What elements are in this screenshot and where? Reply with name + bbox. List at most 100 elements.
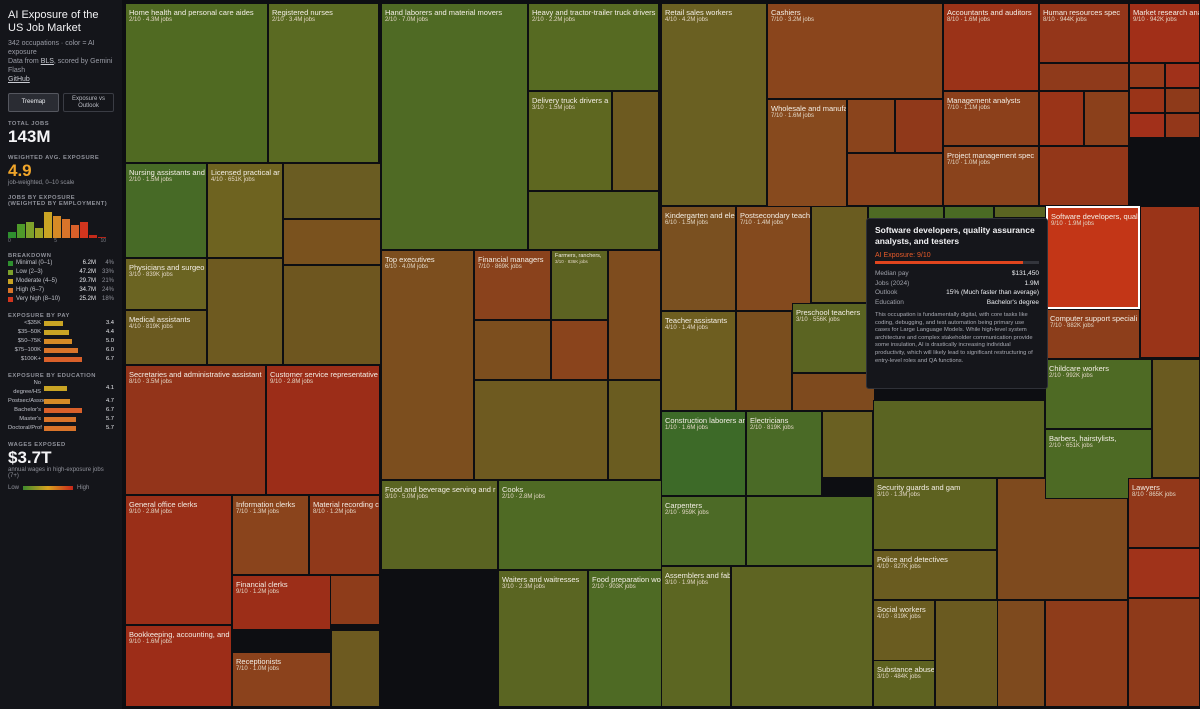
- occupation-cell[interactable]: Cooks 2/10 · 2.8M jobs: [498, 480, 662, 570]
- occupation-cell[interactable]: Farmers, ranchers, 3/10 · 836K jobs: [551, 250, 608, 320]
- treemap-cell[interactable]: [822, 411, 873, 478]
- treemap-cell[interactable]: [331, 630, 380, 707]
- treemap-cell[interactable]: [1140, 206, 1200, 358]
- occupation-cell[interactable]: Delivery truck drivers a 3/10 · 1.5M jobs: [528, 91, 612, 191]
- occupation-cell[interactable]: Hand laborers and material movers 2/10 · …: [381, 3, 528, 250]
- treemap-cell[interactable]: [283, 219, 381, 265]
- occupation-cell[interactable]: Cashiers 7/10 · 3.2M jobs: [767, 3, 943, 99]
- treemap-cell[interactable]: [847, 99, 895, 153]
- occupation-cell[interactable]: Food preparation wo 2/10 · 903K jobs: [588, 570, 662, 707]
- occupation-cell[interactable]: Nursing assistants and 2/10 · 1.5M jobs: [125, 163, 207, 258]
- occupation-cell[interactable]: Secretaries and administrative assistant…: [125, 365, 266, 495]
- treemap-cell[interactable]: [283, 265, 381, 365]
- occupation-cell[interactable]: Financial managers 7/10 · 869K jobs: [474, 250, 551, 320]
- treemap-cell[interactable]: [873, 400, 1045, 478]
- occupation-cell[interactable]: Licensed practical ar 4/10 · 651K jobs: [207, 163, 283, 258]
- occupation-cell[interactable]: Material recording c 8/10 · 1.2M jobs: [309, 495, 380, 575]
- occupation-cell[interactable]: Preschool teachers 3/10 · 556K jobs: [792, 303, 875, 373]
- occupation-cell[interactable]: Electricians 2/10 · 819K jobs: [746, 411, 822, 496]
- occupation-cell[interactable]: Registered nurses 2/10 · 3.4M jobs: [268, 3, 379, 163]
- occupation-cell[interactable]: Teacher assistants 4/10 · 1.4M jobs: [661, 311, 736, 411]
- occupation-cell[interactable]: Childcare workers 2/10 · 992K jobs: [1045, 359, 1152, 429]
- occupation-cell[interactable]: Carpenters 2/10 · 959K jobs: [661, 496, 746, 566]
- occupation-cell[interactable]: Receptionists 7/10 · 1.0M jobs: [232, 652, 331, 707]
- treemap-cell[interactable]: [1129, 88, 1165, 113]
- occupation-cell[interactable]: Construction laborers an 1/10 · 1.6M jobs: [661, 411, 746, 496]
- occupation-meta: 6/10 · 1.5M jobs: [665, 220, 709, 226]
- treemap-cell[interactable]: [1128, 548, 1200, 598]
- treemap-view-button[interactable]: Treemap: [8, 93, 59, 112]
- github-link[interactable]: GitHub: [8, 76, 30, 83]
- occupation-cell[interactable]: Home health and personal care aides 2/10 …: [125, 3, 268, 163]
- treemap-cell[interactable]: [1039, 63, 1129, 91]
- treemap-cell[interactable]: [1165, 88, 1200, 113]
- occupation-cell[interactable]: Kindergarten and ele 6/10 · 1.5M jobs: [661, 206, 736, 311]
- occupation-cell[interactable]: Project management spec 7/10 · 1.0M jobs: [943, 146, 1039, 206]
- occupation-cell[interactable]: Substance abuse, be3/10 · 484K jobs: [873, 660, 935, 707]
- treemap-cell[interactable]: [997, 600, 1045, 707]
- treemap-cell[interactable]: [1084, 91, 1129, 146]
- occupation-cell[interactable]: Top executives 6/10 · 4.0M jobs: [381, 250, 474, 480]
- treemap-cell[interactable]: [811, 206, 868, 303]
- occupation-cell[interactable]: Assemblers and fab 3/10 · 1.9M jobs: [661, 566, 731, 707]
- occupation-cell[interactable]: Police and detectives 4/10 · 827K jobs: [873, 550, 997, 600]
- occupation-name: Hand laborers and material movers: [385, 8, 503, 17]
- occupation-meta: 3/10 · 1.9M jobs: [665, 580, 709, 586]
- occupation-cell[interactable]: General office clerks 9/10 · 2.8M jobs: [125, 495, 232, 625]
- treemap-cell[interactable]: [474, 380, 608, 480]
- treemap-cell[interactable]: [283, 163, 381, 219]
- scatter-view-button[interactable]: Exposure vs Outlook: [63, 93, 114, 112]
- occupation-meta: 2/10 · 903K jobs: [592, 584, 636, 590]
- occupation-cell[interactable]: Physicians and surgeo 3/10 · 839K jobs: [125, 258, 207, 310]
- histogram-bar: [35, 227, 43, 238]
- occupation-cell[interactable]: Bookkeeping, accounting, and 9/10 · 1.6M …: [125, 625, 232, 707]
- occupation-cell[interactable]: Management analysts 7/10 · 1.1M jobs: [943, 91, 1039, 146]
- treemap-cell[interactable]: [551, 320, 608, 380]
- treemap-cell[interactable]: [1152, 359, 1200, 478]
- treemap-cell[interactable]: [736, 311, 792, 411]
- treemap-cell[interactable]: [528, 191, 659, 250]
- occupation-name: Teacher assistants: [665, 316, 728, 325]
- occupation-name: Waiters and waitresses: [502, 575, 580, 584]
- occupation-cell[interactable]: Market research analy 9/10 · 942K jobs: [1129, 3, 1200, 63]
- treemap-cell[interactable]: [474, 320, 551, 380]
- occupation-cell[interactable]: Waiters and waitresses 3/10 · 2.3M jobs: [498, 570, 588, 707]
- occupation-cell[interactable]: Financial clerks 9/10 · 1.2M jobs: [232, 575, 331, 630]
- treemap-cell[interactable]: [1039, 146, 1129, 206]
- occupation-cell[interactable]: Wholesale and manufa 7/10 · 1.6M jobs: [767, 99, 847, 207]
- occupation-cell[interactable]: Customer service representative 9/10 · 2.…: [266, 365, 380, 495]
- treemap-cell[interactable]: [1045, 600, 1128, 707]
- treemap-cell[interactable]: [792, 373, 875, 411]
- occupation-cell[interactable]: Computer support speciali 7/10 · 882K job…: [1046, 309, 1140, 359]
- occupation-cell[interactable]: Information clerks 7/10 · 1.3M jobs: [232, 495, 309, 575]
- treemap-cell[interactable]: [1129, 113, 1165, 138]
- occupation-cell[interactable]: Postsecondary teach 7/10 · 1.4M jobs: [736, 206, 811, 311]
- occupation-cell[interactable]: Security guards and gam 3/10 · 1.3M jobs: [873, 478, 997, 550]
- treemap-cell[interactable]: [1128, 598, 1200, 707]
- treemap-cell[interactable]: [1165, 113, 1200, 138]
- occupation-cell[interactable]: Human resources spec 8/10 · 944K jobs: [1039, 3, 1129, 63]
- treemap-cell[interactable]: [1165, 63, 1200, 88]
- occupation-meta: 3/10 · 839K jobs: [129, 272, 173, 278]
- occupation-cell[interactable]: Heavy and tractor-trailer truck drivers 2…: [528, 3, 659, 91]
- treemap-cell[interactable]: [1129, 63, 1165, 88]
- treemap-cell[interactable]: [608, 250, 661, 380]
- histogram-bar: [89, 234, 97, 238]
- occupation-cell[interactable]: Accountants and auditors 8/10 · 1.6M jobs: [943, 3, 1039, 91]
- occupation-cell[interactable]: Retail sales workers 4/10 · 4.2M jobs: [661, 3, 767, 206]
- occupation-cell[interactable]: Lawyers 8/10 · 865K jobs: [1128, 478, 1200, 548]
- occupation-meta: 7/10 · 1.6M jobs: [771, 113, 815, 119]
- occupation-cell[interactable]: Food and beverage serving and r 3/10 · 5.…: [381, 480, 498, 570]
- occupation-cell[interactable]: Medical assistants 4/10 · 819K jobs: [125, 310, 207, 365]
- treemap-cell[interactable]: [731, 566, 873, 707]
- treemap-cell[interactable]: [207, 258, 283, 365]
- bls-link[interactable]: BLS: [40, 58, 54, 65]
- treemap-cell[interactable]: [746, 496, 873, 566]
- treemap-cell[interactable]: [895, 99, 943, 153]
- treemap-cell[interactable]: [612, 91, 659, 191]
- selected-occupation-cell[interactable]: Software developers, quali 9/10 · 1.9M jo…: [1046, 206, 1140, 309]
- treemap-cell[interactable]: [608, 380, 661, 480]
- treemap-cell[interactable]: [994, 206, 1046, 218]
- treemap-cell[interactable]: [847, 153, 943, 206]
- treemap-cell[interactable]: [1039, 91, 1084, 146]
